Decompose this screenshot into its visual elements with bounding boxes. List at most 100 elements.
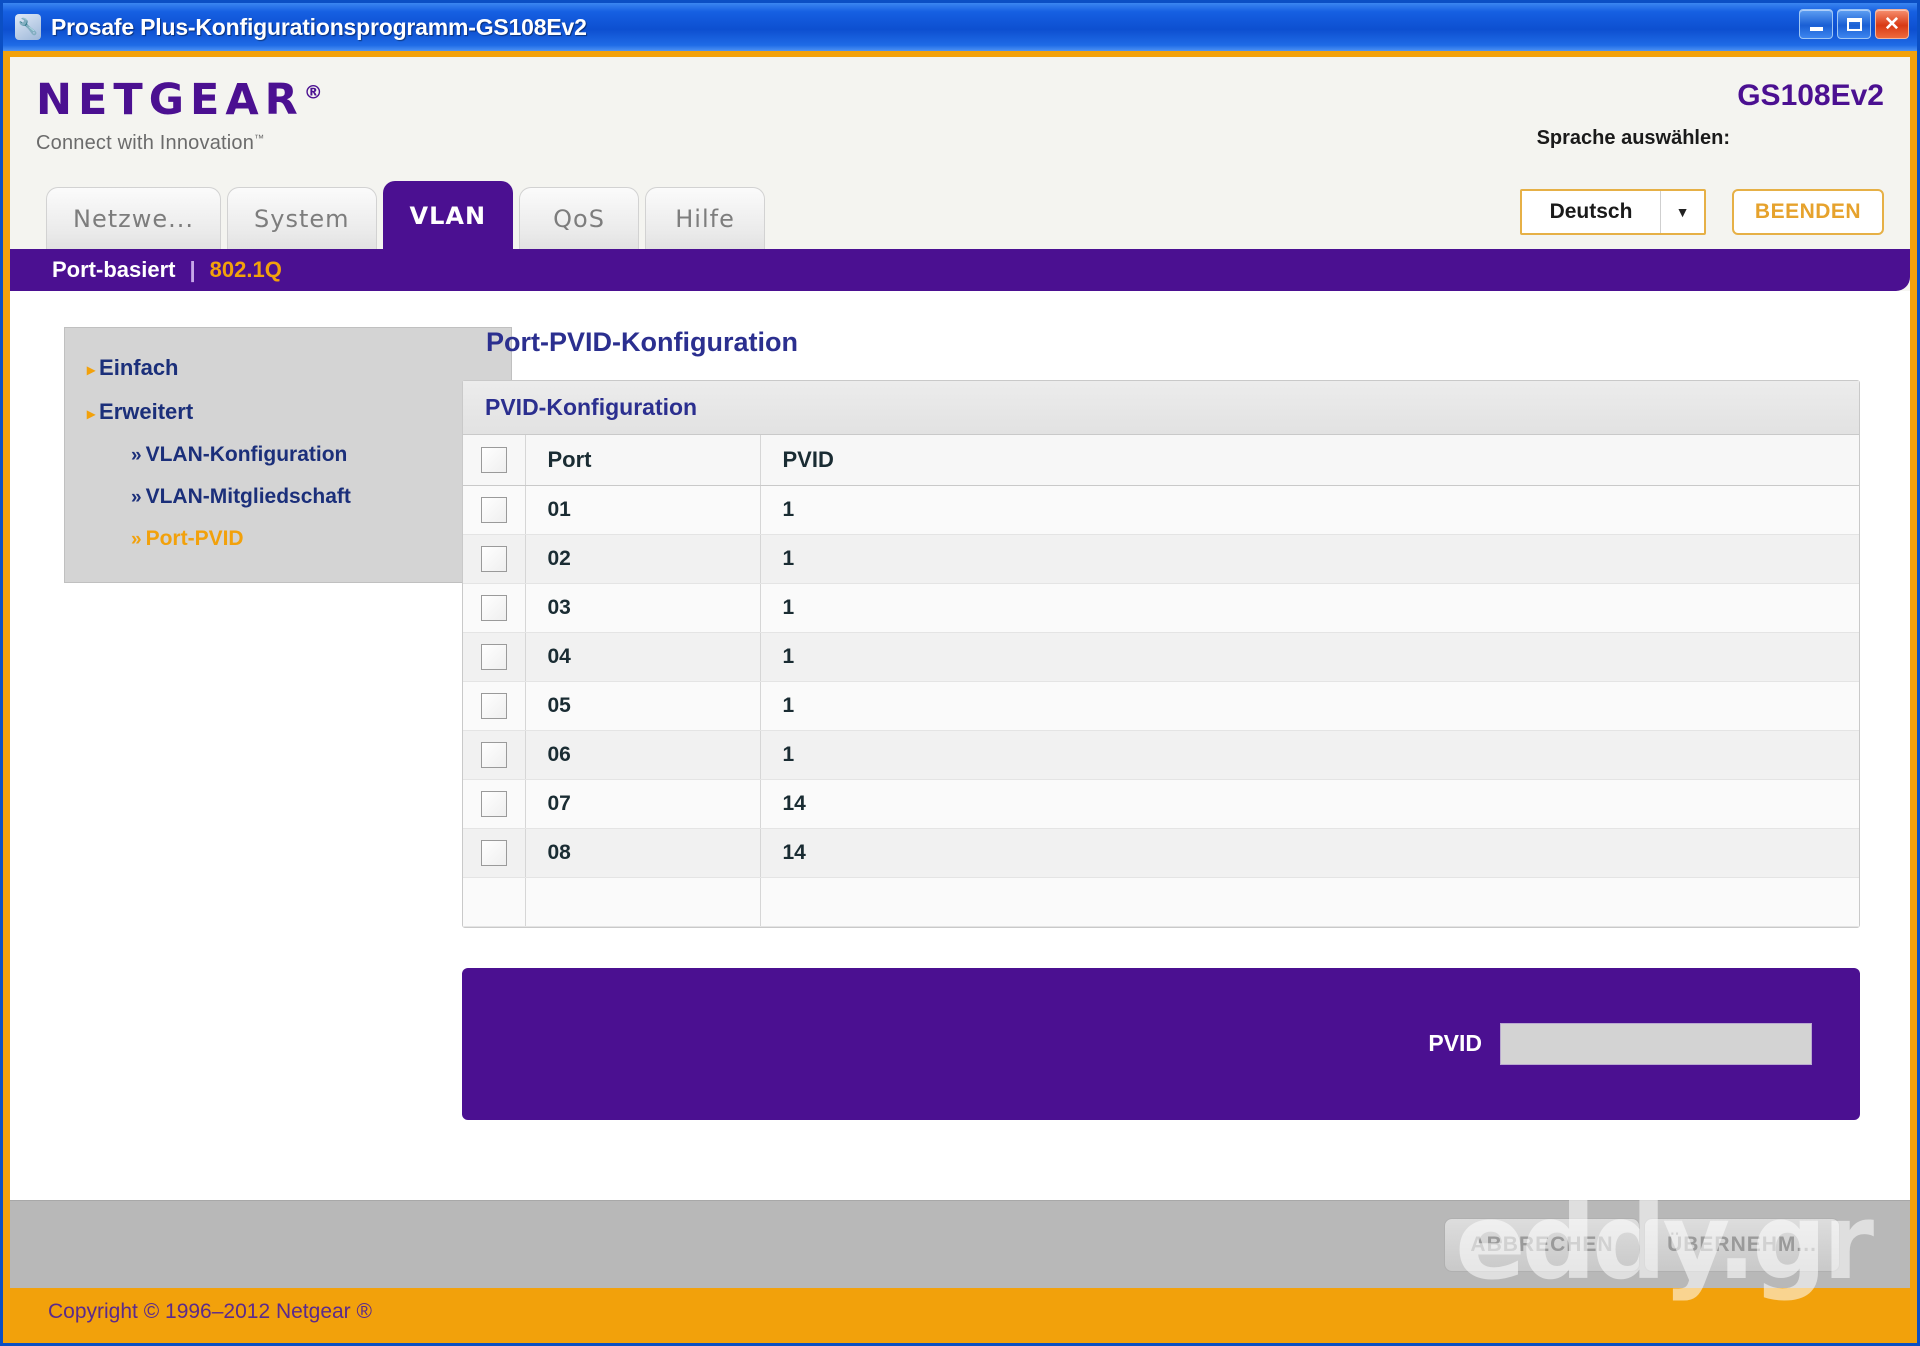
row-checkbox[interactable] xyxy=(480,594,507,621)
cell-pvid: 1 xyxy=(760,681,1859,731)
sidebar-item-vlan-konfiguration[interactable]: » VLAN-Konfiguration xyxy=(65,434,511,476)
sidebar-menu: ▸ Einfach ▸ Erweitert » VLAN-Konfigurati… xyxy=(64,327,512,583)
table-header-row: Port PVID xyxy=(463,435,1859,486)
cell-pvid: 1 xyxy=(760,485,1859,535)
row-checkbox[interactable] xyxy=(480,545,507,572)
table-row[interactable]: 05 1 xyxy=(463,681,1859,731)
row-checkbox[interactable] xyxy=(480,692,507,719)
pvid-edit-panel: PVID xyxy=(462,967,1860,1120)
table-row[interactable]: 06 1 xyxy=(463,730,1859,780)
cell-pvid: 1 xyxy=(760,583,1859,633)
title-bar: 🔧 Prosafe Plus-Konfigurationsprogramm-GS… xyxy=(3,3,1917,51)
tab-vlan[interactable]: VLAN xyxy=(382,181,514,249)
cell-port: 06 xyxy=(525,730,761,780)
registered-trademark-icon: ® xyxy=(303,81,329,104)
sidebar-item-erweitert[interactable]: ▸ Erweitert xyxy=(65,390,511,434)
table-row[interactable]: 08 14 xyxy=(463,828,1859,878)
sidebar-item-einfach-label: Einfach xyxy=(99,355,179,380)
row-checkbox[interactable] xyxy=(480,643,507,670)
section-header: PVID-Konfiguration xyxy=(463,381,1859,435)
table-row[interactable]: 07 14 xyxy=(463,779,1859,829)
cell-port: 07 xyxy=(525,779,761,829)
filler-cell xyxy=(760,877,1859,927)
device-model-label: GS108Ev2 xyxy=(1737,79,1884,112)
apply-button[interactable]: ÜBERNEHM... xyxy=(1644,1217,1840,1272)
copyright-bar: Copyright © 1996–2012 Netgear ® xyxy=(10,1288,1910,1336)
row-checkbox[interactable] xyxy=(480,839,507,866)
double-chevron-icon: » xyxy=(131,487,142,508)
tab-netzwerk-label: Netzwe... xyxy=(73,204,195,233)
language-controls: Deutsch ▼ BEENDEN xyxy=(1520,189,1884,235)
language-select-value: Deutsch xyxy=(1549,200,1633,223)
cell-port: 01 xyxy=(525,485,761,535)
pvid-table-head: Port PVID xyxy=(463,435,1859,486)
main-panel: Port-PVID-Konfiguration PVID-Konfigurati… xyxy=(462,327,1910,1200)
exit-button[interactable]: BEENDEN xyxy=(1732,189,1884,235)
sidebar-item-port-pvid-label: Port-PVID xyxy=(145,527,244,550)
netgear-wordmark: NETGEAR® xyxy=(36,79,329,122)
cell-port: 08 xyxy=(525,828,761,878)
table-row[interactable]: 04 1 xyxy=(463,632,1859,682)
cell-pvid: 1 xyxy=(760,534,1859,584)
table-row[interactable]: 01 1 xyxy=(463,485,1859,535)
table-row[interactable]: 02 1 xyxy=(463,534,1859,584)
cell-pvid: 1 xyxy=(760,632,1859,682)
row-checkbox-cell xyxy=(463,583,526,633)
tab-hilfe-label: Hilfe xyxy=(675,204,735,233)
language-select[interactable]: Deutsch ▼ xyxy=(1520,189,1706,235)
sidebar-item-vlan-konfiguration-label: VLAN-Konfiguration xyxy=(145,443,348,466)
sidebar-item-vlan-mitgliedschaft[interactable]: » VLAN-Mitgliedschaft xyxy=(65,476,511,518)
sidebar-item-vlan-mitgliedschaft-label: VLAN-Mitgliedschaft xyxy=(145,485,351,508)
cell-port: 05 xyxy=(525,681,761,731)
pvid-table: Port PVID 01 1 0 xyxy=(463,435,1859,927)
cell-port: 04 xyxy=(525,632,761,682)
close-icon: ✕ xyxy=(1884,13,1900,35)
subnav-item-port-based[interactable]: Port-basiert xyxy=(52,257,176,282)
sidebar-item-port-pvid[interactable]: » Port-PVID xyxy=(65,518,511,560)
sidebar-item-einfach[interactable]: ▸ Einfach xyxy=(65,346,511,390)
tab-qos-label: QoS xyxy=(553,204,605,233)
table-row[interactable]: 03 1 xyxy=(463,583,1859,633)
body-area: ▸ Einfach ▸ Erweitert » VLAN-Konfigurati… xyxy=(10,291,1910,1200)
bullet-icon: ▸ xyxy=(87,362,96,379)
subnav-separator: | xyxy=(189,257,196,282)
row-checkbox-cell xyxy=(463,779,526,829)
tab-vlan-label: VLAN xyxy=(409,201,487,230)
maximize-button[interactable] xyxy=(1837,9,1871,39)
pvid-table-card: PVID-Konfiguration Port PVID xyxy=(462,380,1860,928)
row-checkbox[interactable] xyxy=(480,790,507,817)
sidebar: ▸ Einfach ▸ Erweitert » VLAN-Konfigurati… xyxy=(10,327,512,1200)
table-filler-row xyxy=(463,877,1859,927)
bullet-icon: ▸ xyxy=(87,406,96,423)
cancel-button[interactable]: ABBRECHEN xyxy=(1444,1217,1640,1272)
row-checkbox-cell xyxy=(463,730,526,780)
filler-cell xyxy=(525,877,761,927)
tab-hilfe[interactable]: Hilfe xyxy=(645,187,766,249)
minimize-button[interactable] xyxy=(1799,9,1833,39)
select-all-checkbox[interactable] xyxy=(480,447,507,474)
brand-header: NETGEAR® Connect with Innovation™ GS108E… xyxy=(10,57,1910,179)
row-checkbox[interactable] xyxy=(480,496,507,523)
maximize-icon xyxy=(1846,17,1862,31)
tab-netzwerk[interactable]: Netzwe... xyxy=(46,187,222,249)
chevron-down-icon[interactable]: ▼ xyxy=(1660,191,1704,233)
cell-port: 02 xyxy=(525,534,761,584)
window-controls: ✕ xyxy=(1799,9,1909,39)
tab-system[interactable]: System xyxy=(227,187,377,249)
trademark-icon: ™ xyxy=(254,133,265,145)
row-checkbox[interactable] xyxy=(480,741,507,768)
page-title: Port-PVID-Konfiguration xyxy=(486,327,798,357)
tab-qos[interactable]: QoS xyxy=(519,187,640,249)
column-header-port: Port xyxy=(525,435,761,486)
close-button[interactable]: ✕ xyxy=(1875,9,1909,39)
filler-cell xyxy=(463,877,526,927)
tab-bar: Netzwe... System VLAN QoS Hilfe Deutsch … xyxy=(10,179,1910,249)
row-checkbox-cell xyxy=(463,828,526,878)
netgear-tagline-text: Connect with Innovation xyxy=(36,132,255,154)
pvid-input-label: PVID xyxy=(1428,1030,1482,1056)
subnav-item-8021q[interactable]: 802.1Q xyxy=(209,257,282,282)
row-checkbox-cell xyxy=(463,632,526,682)
netgear-tagline: Connect with Innovation™ xyxy=(36,132,329,155)
pvid-input[interactable] xyxy=(1500,1022,1812,1065)
